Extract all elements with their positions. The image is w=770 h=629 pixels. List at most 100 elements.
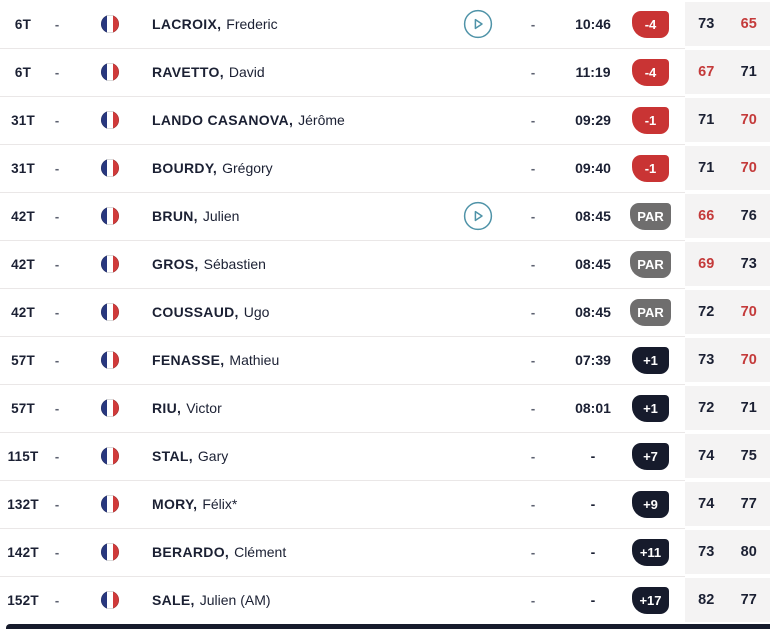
- player-last-name: FENASSE,: [152, 352, 225, 368]
- player-name: LANDO CASANOVA, Jérôme: [152, 96, 460, 144]
- player-name: SALE, Julien (AM): [152, 576, 460, 624]
- trend-cell: -: [54, 304, 60, 320]
- round2-score: 71: [727, 386, 770, 430]
- round2-score: 70: [727, 146, 770, 190]
- trend-cell: -: [54, 352, 60, 368]
- trend-cell: -: [54, 400, 60, 416]
- tee-time-cell: -: [590, 448, 596, 464]
- play-button: [460, 528, 496, 576]
- round1-score: 74: [685, 434, 728, 478]
- france-flag-icon: [101, 159, 119, 177]
- topar-badge: +9: [632, 490, 669, 518]
- round2-score: 70: [727, 290, 770, 334]
- table-row[interactable]: 31T - LANDO CASANOVA, Jérôme - 09:29 -1 …: [0, 96, 770, 144]
- thru-cell: -: [530, 448, 536, 464]
- player-name: GROS, Sébastien: [152, 240, 460, 288]
- position-cell: 6T: [14, 16, 32, 32]
- france-flag-icon: [101, 255, 119, 273]
- round1-score: 69: [685, 242, 728, 286]
- table-row[interactable]: 152T - SALE, Julien (AM) - - +17 82 77: [0, 576, 770, 624]
- round2-score: 70: [727, 98, 770, 142]
- position-cell: 42T: [11, 256, 35, 272]
- table-row[interactable]: 57T - FENASSE, Mathieu - 07:39 +1 73 70: [0, 336, 770, 384]
- thru-cell: -: [530, 592, 536, 608]
- table-row[interactable]: 132T - MORY, Félix* - - +9 74 77: [0, 480, 770, 528]
- play-button[interactable]: [460, 0, 496, 48]
- player-last-name: RIU,: [152, 400, 182, 416]
- player-name: RAVETTO, David: [152, 48, 460, 96]
- position-cell: 57T: [11, 352, 35, 368]
- player-first-name: Gary: [197, 448, 229, 464]
- play-button: [460, 288, 496, 336]
- round2-score: 80: [727, 530, 770, 574]
- trend-cell: -: [54, 112, 60, 128]
- position-cell: 115T: [7, 448, 39, 464]
- topar-badge: -1: [632, 106, 669, 134]
- table-row[interactable]: 31T - BOURDY, Grégory - 09:40 -1 71 70: [0, 144, 770, 192]
- round2-score: 75: [727, 434, 770, 478]
- player-first-name: Frederic: [226, 16, 278, 32]
- player-first-name: Clément: [234, 544, 287, 560]
- player-last-name: BRUN,: [152, 208, 198, 224]
- tee-time-cell: 08:45: [575, 256, 611, 272]
- play-button: [460, 576, 496, 624]
- round1-score: 74: [685, 482, 728, 526]
- player-name: BOURDY, Grégory: [152, 144, 460, 192]
- topar-badge: +1: [632, 346, 669, 374]
- trend-cell: -: [54, 16, 60, 32]
- topar-badge: PAR: [630, 250, 671, 278]
- player-first-name: Ugo: [243, 304, 270, 320]
- table-row[interactable]: 57T - RIU, Victor - 08:01 +1 72 71: [0, 384, 770, 432]
- round2-score: 73: [727, 242, 770, 286]
- position-cell: 31T: [11, 160, 35, 176]
- player-name: BRUN, Julien: [152, 192, 460, 240]
- thru-cell: -: [530, 496, 536, 512]
- thru-cell: -: [530, 304, 536, 320]
- play-button: [460, 48, 496, 96]
- player-last-name: BERARDO,: [152, 544, 230, 560]
- round1-score: 72: [685, 290, 728, 334]
- round1-score: 82: [685, 578, 728, 622]
- table-row[interactable]: 42T - GROS, Sébastien - 08:45 PAR 69 73: [0, 240, 770, 288]
- france-flag-icon: [101, 543, 119, 561]
- player-first-name: Mathieu: [229, 352, 280, 368]
- topar-badge: +1: [632, 394, 669, 422]
- player-name: LACROIX, Frederic: [152, 0, 460, 48]
- trend-cell: -: [54, 448, 60, 464]
- player-first-name: Félix*: [202, 496, 238, 512]
- topar-badge: +7: [632, 442, 669, 470]
- player-last-name: COUSSAUD,: [152, 304, 239, 320]
- player-name: STAL, Gary: [152, 432, 460, 480]
- thru-cell: -: [530, 160, 536, 176]
- thru-cell: -: [530, 64, 536, 80]
- table-row[interactable]: 142T - BERARDO, Clément - - +11 73 80: [0, 528, 770, 576]
- table-row[interactable]: 6T - LACROIX, Frederic - 10:46 -4 73 65: [0, 0, 770, 48]
- france-flag-icon: [101, 15, 119, 33]
- position-cell: 31T: [11, 112, 35, 128]
- thru-cell: -: [530, 256, 536, 272]
- round1-score: 73: [685, 530, 728, 574]
- table-row[interactable]: 115T - STAL, Gary - - +7 74 75: [0, 432, 770, 480]
- table-row[interactable]: 6T - RAVETTO, David - 11:19 -4 67 71: [0, 48, 770, 96]
- round2-score: 71: [727, 50, 770, 94]
- trend-cell: -: [54, 544, 60, 560]
- player-last-name: MORY,: [152, 496, 198, 512]
- thru-cell: -: [530, 112, 536, 128]
- player-last-name: SALE,: [152, 592, 195, 608]
- player-last-name: BOURDY,: [152, 160, 218, 176]
- france-flag-icon: [101, 495, 119, 513]
- player-name: MORY, Félix*: [152, 480, 460, 528]
- play-button[interactable]: [460, 192, 496, 240]
- player-first-name: Julien (AM): [199, 592, 271, 608]
- thru-cell: -: [530, 400, 536, 416]
- player-name: FENASSE, Mathieu: [152, 336, 460, 384]
- player-name: BERARDO, Clément: [152, 528, 460, 576]
- table-row[interactable]: 42T - BRUN, Julien - 08:45 PAR 66 76: [0, 192, 770, 240]
- play-button: [460, 240, 496, 288]
- round1-score: 71: [685, 146, 728, 190]
- topar-badge: -1: [632, 154, 669, 182]
- topar-badge: +11: [632, 538, 669, 566]
- round1-score: 71: [685, 98, 728, 142]
- table-row[interactable]: 42T - COUSSAUD, Ugo - 08:45 PAR 72 70: [0, 288, 770, 336]
